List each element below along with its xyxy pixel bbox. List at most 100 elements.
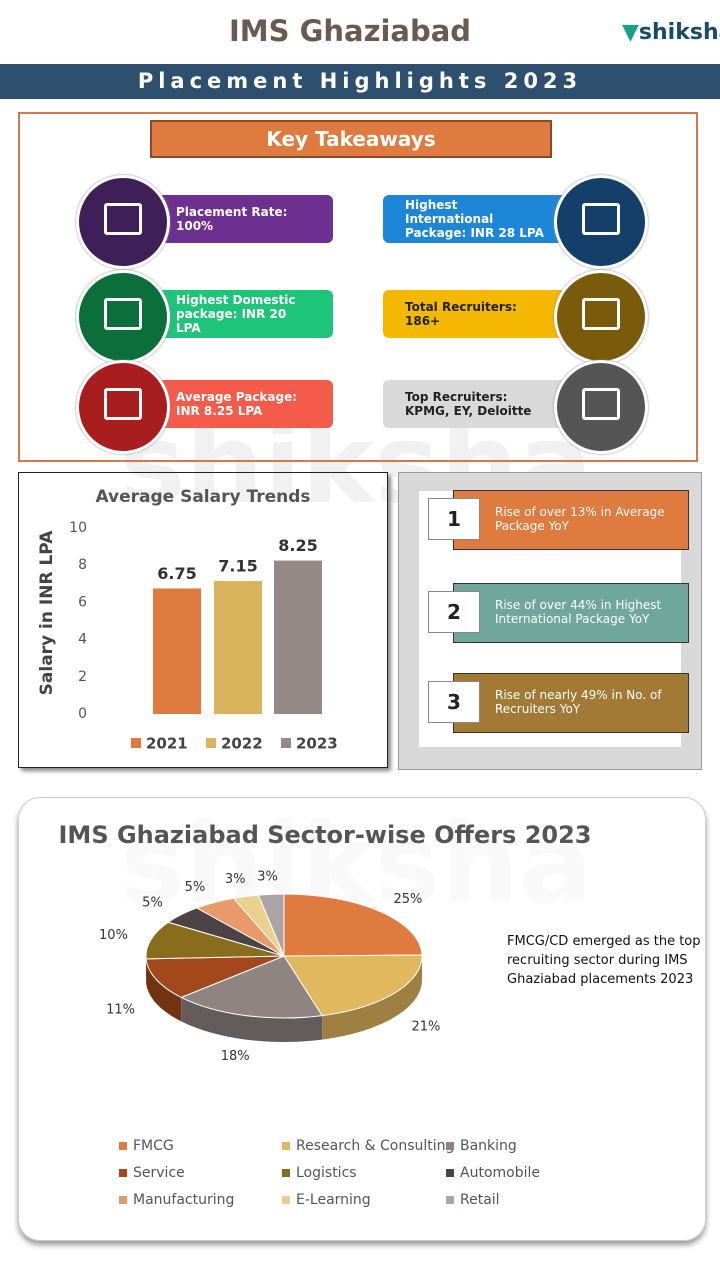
legend-swatch	[446, 1169, 454, 1177]
legend-swatch	[446, 1196, 454, 1204]
pie-label: 3%	[257, 869, 278, 884]
highlight-box	[453, 673, 689, 733]
takeaway-text: Placement Rate: 100%	[176, 205, 288, 233]
y-tick-label: 4	[78, 632, 87, 648]
legend-label: Automobile	[460, 1165, 540, 1181]
y-tick-label: 0	[78, 706, 87, 722]
banner: Placement Highlights 2023	[0, 64, 720, 99]
icon-glyph	[104, 388, 142, 420]
highlight-number: 2	[428, 591, 480, 633]
highlight-box	[453, 583, 689, 643]
bar-chart: Average Salary Trends Salary in INR LPA 0 2…	[37, 487, 338, 753]
takeaway-icon	[76, 175, 170, 269]
highlight-text: Rise of over 13% in Average Package YoY	[495, 505, 665, 533]
legend-label: Research & Consulting	[296, 1138, 454, 1154]
legend-label: FMCG	[133, 1138, 174, 1154]
takeaway-pill	[140, 380, 333, 428]
pie-label: 5%	[185, 880, 206, 895]
chart-title: IMS Ghaziabad Sector-wise Offers 2023	[59, 821, 592, 849]
takeaway-pill	[140, 290, 333, 338]
highlight-text: Rise of over 44% in Highest Internationa…	[495, 598, 662, 626]
legend-label: 2022	[221, 735, 263, 753]
legend-label: Service	[133, 1165, 185, 1181]
takeaway-text: Average Package: INR 8.25 LPA	[176, 390, 298, 418]
takeaway-pill	[383, 195, 580, 243]
bar	[153, 588, 201, 714]
slice-side	[181, 997, 323, 1042]
pie-label: 3%	[225, 872, 246, 887]
takeaway-text: Top Recruiters: KPMG, EY, Deloitte	[405, 390, 532, 418]
y-tick-label: 8	[78, 557, 87, 573]
highlight-number: 1	[428, 498, 480, 540]
pie-slice	[145, 921, 285, 960]
icon-glyph	[582, 203, 620, 235]
y-axis-label: Salary in INR LPA	[37, 530, 57, 696]
takeaway-pill	[383, 290, 580, 338]
banner-text: Placement Highlights 2023	[137, 69, 583, 93]
bar	[214, 581, 262, 714]
takeaway-text: Highest International Package: INR 28 LP…	[405, 198, 544, 240]
pie-slice	[283, 893, 423, 957]
pie-label: 11%	[106, 1003, 135, 1018]
takeaway-text: Highest Domestic package: INR 20 LPA	[176, 293, 296, 335]
pie-label: 10%	[99, 928, 128, 943]
pie-label: 25%	[393, 892, 422, 907]
takeaway-icon	[554, 175, 648, 269]
pie-panel: IMS Ghaziabad Sector-wise Offers 2023 25%…	[18, 797, 706, 1241]
pie-chart: IMS Ghaziabad Sector-wise Offers 2023 25%…	[59, 821, 592, 1208]
takeaway-pill	[383, 380, 580, 428]
legend-swatch	[206, 738, 216, 748]
icon-glyph	[582, 298, 620, 330]
bar	[274, 560, 322, 714]
takeaways-title: Key Takeaways	[150, 120, 552, 158]
legend-swatch	[446, 1142, 454, 1150]
data-label: 7.15	[218, 557, 257, 576]
pie-label: 21%	[411, 1020, 440, 1035]
highlight-number: 3	[428, 681, 480, 723]
legend-swatch	[119, 1142, 127, 1150]
takeaway-icon	[554, 360, 648, 454]
page-title: IMS Ghaziabad	[228, 14, 472, 48]
pie-slice	[145, 955, 285, 998]
icon-glyph	[582, 388, 620, 420]
chart-title: Average Salary Trends	[95, 487, 310, 507]
takeaway-pill	[140, 195, 333, 243]
legend-label: Banking	[460, 1138, 517, 1154]
pie-label: 18%	[221, 1049, 250, 1064]
legend-label: Retail	[460, 1192, 500, 1208]
slice-side	[146, 958, 182, 1022]
legend-swatch	[282, 1142, 290, 1150]
y-tick-label: 2	[78, 669, 87, 685]
takeaways-box	[18, 112, 698, 462]
highlight-text: Rise of nearly 49% in No. of Recruiters …	[495, 688, 662, 716]
y-tick-label: 6	[78, 594, 87, 610]
slice-side	[322, 955, 422, 1040]
legend-swatch	[281, 738, 291, 748]
legend-label: Logistics	[296, 1165, 357, 1181]
logo-text: shiksha	[638, 20, 720, 45]
pie-slice	[180, 955, 323, 1019]
legend-swatch	[119, 1196, 127, 1204]
legend-label: E-Learning	[296, 1192, 371, 1208]
annotation: FMCG/CD emerged as the top recruiting se…	[507, 934, 701, 987]
pie-slice	[283, 954, 423, 1017]
data-label: 8.25	[278, 536, 317, 555]
takeaway-text: Total Recruiters: 186+	[405, 300, 517, 328]
legend-swatch	[282, 1169, 290, 1177]
y-tick-label: 10	[69, 520, 87, 536]
legend-swatch	[119, 1169, 127, 1177]
icon-glyph	[104, 298, 142, 330]
legend-swatch	[282, 1196, 290, 1204]
icon-glyph	[104, 203, 142, 235]
takeaway-icon	[76, 360, 170, 454]
bar-panel: Average Salary Trends Salary in INR LPA 0 2…	[18, 472, 388, 768]
highlight-box	[453, 490, 689, 550]
pie-slice	[257, 893, 285, 957]
legend-label: 2021	[146, 735, 188, 753]
data-label: 6.75	[157, 564, 196, 583]
legend-label: 2023	[296, 735, 338, 753]
legend-label: Manufacturing	[133, 1192, 234, 1208]
pie-label: 5%	[142, 896, 163, 911]
legend-swatch	[131, 738, 141, 748]
